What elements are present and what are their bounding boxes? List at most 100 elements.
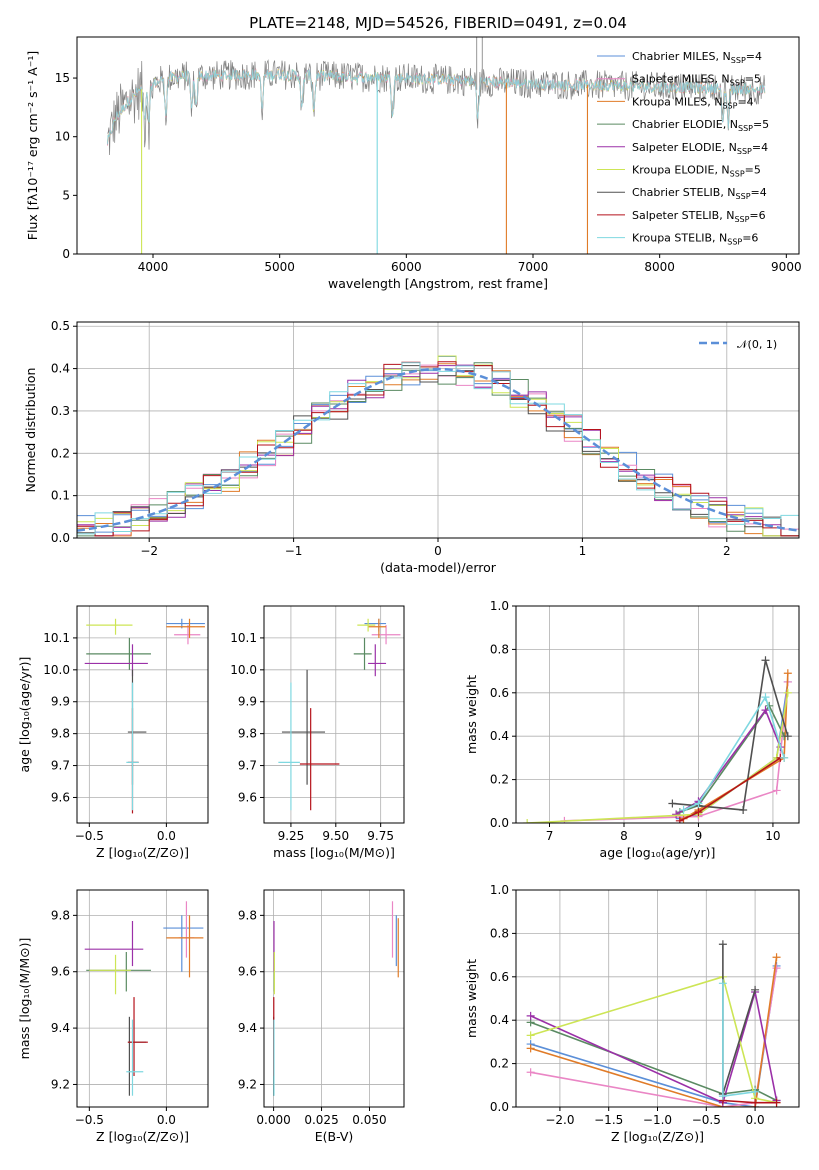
legend-n: , N bbox=[714, 73, 729, 86]
legend-name: Chabrier MILES bbox=[632, 50, 716, 63]
residual-histogram bbox=[77, 361, 799, 537]
y-axis-label: mass weight bbox=[464, 959, 479, 1038]
legend-name: Salpeter MILES bbox=[632, 73, 714, 86]
legend-name: Kroupa MILES bbox=[632, 95, 707, 108]
weight-marker bbox=[761, 693, 770, 702]
x-tick-label: 10 bbox=[765, 829, 780, 843]
y-tick-label: 15 bbox=[55, 71, 70, 85]
y-tick-label: 9.7 bbox=[51, 759, 70, 773]
age-vs-metallicity-panel: −0.5 0.0 9.6 9.7 9.8 9.9 10.0 10.1 Z [log₁₀(Z/Z⊙… bbox=[17, 605, 209, 860]
axes-frame bbox=[263, 889, 405, 1108]
y-tick-label: 9.9 bbox=[238, 695, 257, 709]
weight-marker bbox=[751, 1087, 760, 1096]
x-tick-label: −0.5 bbox=[692, 1113, 721, 1127]
weight-marker bbox=[668, 799, 677, 808]
x-axis-label: (data-model)/error bbox=[380, 560, 497, 575]
x-tick-label: 2 bbox=[723, 544, 731, 558]
y-tick-label: 0.3 bbox=[51, 404, 70, 418]
x-tick-label: −1 bbox=[285, 544, 303, 558]
y-tick-label: 9.4 bbox=[51, 1021, 70, 1035]
weight-marker bbox=[675, 816, 684, 823]
plot-area bbox=[272, 901, 399, 1096]
weight-marker bbox=[783, 688, 792, 697]
weight-line bbox=[683, 695, 785, 811]
weight-marker bbox=[772, 786, 781, 795]
plot-area bbox=[278, 618, 401, 811]
weight-marker bbox=[526, 1011, 535, 1020]
y-tick-label: 10.0 bbox=[230, 663, 257, 677]
y-tick-label: 0.4 bbox=[51, 362, 70, 376]
legend-entry: Chabrier MILES, NSSP=4 bbox=[632, 50, 762, 65]
y-tick-label: 0.6 bbox=[490, 686, 509, 700]
x-tick-label: 0.025 bbox=[304, 1113, 338, 1127]
legend-name: Chabrier STELIB bbox=[632, 186, 720, 199]
y-axis-label: mass weight bbox=[464, 675, 479, 754]
weight-marker bbox=[679, 805, 688, 814]
legend-entry: Chabrier ELODIE, NSSP=5 bbox=[632, 118, 769, 133]
mass-vs-ebv-panel: 0.000 0.025 0.050 9.2 9.4 9.6 9.8 E(B-V) bbox=[238, 889, 405, 1144]
plot-area bbox=[84, 618, 205, 814]
y-tick-label: 10.0 bbox=[43, 663, 70, 677]
x-tick-label: −0.5 bbox=[75, 829, 104, 843]
y-axis-label: age [log₁₀(age/yr)] bbox=[17, 657, 32, 773]
x-axis-label: wavelength [Angstrom, rest frame] bbox=[328, 276, 548, 291]
x-tick-label: 0.000 bbox=[256, 1113, 290, 1127]
legend-n: , N bbox=[712, 232, 727, 245]
x-tick-label: 4000 bbox=[138, 260, 169, 274]
legend-n: , N bbox=[723, 118, 738, 131]
x-axis-label: mass [log₁₀(M/M⊙)] bbox=[273, 845, 395, 860]
axes-frame bbox=[76, 36, 800, 255]
legend-entry: Kroupa MILES, NSSP=4 bbox=[632, 95, 754, 110]
legend-name: Kroupa STELIB bbox=[632, 232, 712, 245]
legend-sub: SSP bbox=[731, 56, 746, 65]
y-axis-label: Normed distribution bbox=[23, 368, 38, 493]
weight-marker bbox=[718, 979, 727, 988]
y-tick-label: 10 bbox=[55, 130, 70, 144]
y-tick-label: 0.8 bbox=[490, 642, 509, 656]
legend-nssp: =6 bbox=[749, 209, 765, 222]
weight-marker bbox=[780, 753, 789, 762]
x-tick-label: 0.0 bbox=[157, 829, 176, 843]
weight-marker bbox=[772, 953, 781, 962]
y-tick-label: 9.8 bbox=[51, 727, 70, 741]
x-tick-label: 9.25 bbox=[278, 829, 305, 843]
weight-line bbox=[530, 991, 778, 1104]
weight-marker bbox=[526, 1031, 535, 1040]
legend-nssp: =5 bbox=[745, 164, 761, 177]
legend-n: , N bbox=[722, 141, 737, 154]
weight-marker bbox=[783, 732, 792, 741]
weight-line bbox=[527, 692, 789, 823]
residuals-panel: −2 −1 0 1 2 0.0 0.1 0.2 0.3 0.4 0.5 (data-model)/er… bbox=[23, 319, 800, 575]
x-tick-label: 0.0 bbox=[157, 1113, 176, 1127]
y-tick-label: 0.1 bbox=[51, 489, 70, 503]
weight-marker bbox=[718, 940, 727, 949]
y-tick-label: 0.0 bbox=[51, 531, 70, 545]
x-tick-label: 0.050 bbox=[352, 1113, 386, 1127]
x-axis-label: E(B-V) bbox=[315, 1129, 354, 1144]
x-tick-label: 9.50 bbox=[322, 829, 349, 843]
x-tick-label: 7 bbox=[546, 829, 554, 843]
chart-title: PLATE=2148, MJD=54526, FIBERID=0491, z=0… bbox=[249, 14, 627, 32]
mass-vs-metallicity-panel: −0.5 0.0 9.2 9.4 9.6 9.8 Z [log₁₀(Z/Z⊙)] mass [… bbox=[17, 889, 209, 1144]
legend-nssp: =5 bbox=[753, 118, 769, 131]
legend-entry: Kroupa STELIB, NSSP=6 bbox=[632, 232, 758, 247]
y-tick-label: 9.6 bbox=[51, 790, 70, 804]
weight-marker bbox=[523, 819, 532, 823]
x-axis-label: age [log₁₀(age/yr)] bbox=[600, 845, 716, 860]
legend-sub: SSP bbox=[736, 192, 751, 201]
legend-name: Salpeter STELIB bbox=[632, 209, 719, 222]
weight-line bbox=[683, 673, 789, 820]
axes-frame bbox=[76, 605, 209, 824]
legend-sub: SSP bbox=[734, 215, 749, 224]
observed-spectrum bbox=[107, 59, 766, 156]
legend-sub: SSP bbox=[727, 238, 742, 247]
legend-sub: SSP bbox=[737, 147, 752, 156]
x-tick-label: −1.0 bbox=[643, 1113, 672, 1127]
x-tick-label: −2.0 bbox=[545, 1113, 574, 1127]
weight-marker bbox=[526, 1068, 535, 1077]
legend-n: , N bbox=[719, 209, 734, 222]
weight-line bbox=[679, 681, 789, 820]
legend-entry: 𝒩(0, 1) bbox=[737, 338, 777, 351]
weight-marker bbox=[739, 805, 748, 814]
